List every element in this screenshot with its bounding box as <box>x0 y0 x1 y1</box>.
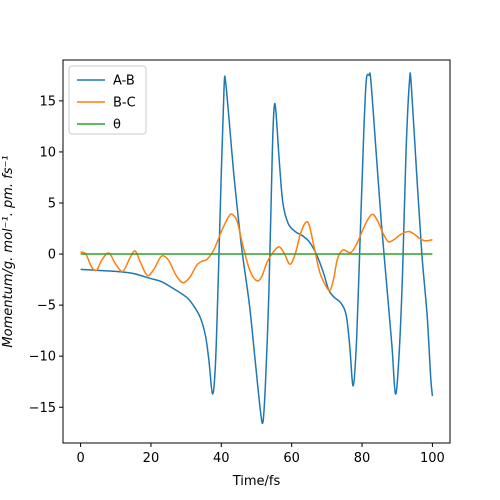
legend: A-B B-C θ <box>68 65 147 135</box>
x-tick-label: 0 <box>76 451 84 466</box>
legend-box <box>68 65 147 135</box>
y-tick-label: −5 <box>37 299 56 314</box>
legend-label-b-c: B-C <box>113 96 136 111</box>
y-tick-label: 0 <box>48 248 56 263</box>
y-tick-label: 5 <box>48 196 56 211</box>
series-line-a-b <box>80 72 434 425</box>
x-tick-label: 40 <box>213 451 230 466</box>
y-tick-label: −10 <box>29 350 56 365</box>
ticks-layer: 0 20 40 60 80 100 −15 −10 −5 0 5 10 15 <box>29 94 445 466</box>
series-layer <box>80 72 434 425</box>
x-tick-label: 20 <box>143 451 160 466</box>
x-axis-label: Time/fs <box>232 474 281 489</box>
legend-label-theta: θ <box>113 118 121 133</box>
y-tick-label: −15 <box>29 401 56 416</box>
y-axis-label: Momentum/g. mol⁻¹. pm. fs⁻¹ <box>1 155 16 347</box>
y-tick-label: 10 <box>39 145 56 160</box>
plot-frame <box>62 59 451 444</box>
x-tick-label: 100 <box>420 451 445 466</box>
x-tick-label: 80 <box>354 451 371 466</box>
legend-label-a-b: A-B <box>113 74 135 89</box>
x-tick-label: 60 <box>283 451 300 466</box>
y-tick-label: 15 <box>39 94 56 109</box>
series-line-b-c <box>80 213 433 292</box>
